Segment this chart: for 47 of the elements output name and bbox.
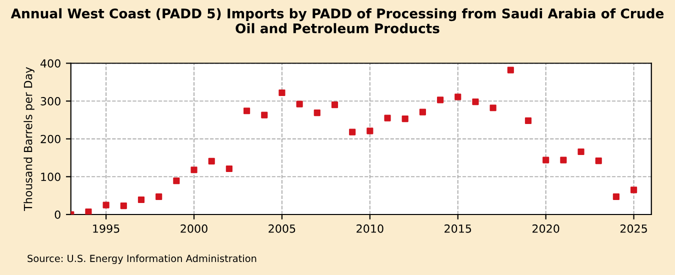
x-tick-label: 1995 [93, 224, 120, 233]
source-note: Source: U.S. Energy Information Administration [28, 254, 256, 264]
point [314, 109, 320, 116]
point [102, 202, 110, 208]
point [85, 208, 92, 214]
point [560, 156, 567, 164]
point [173, 178, 180, 184]
y-tick-label: 0 [54, 210, 60, 219]
chart-title: Annual West Coast (PADD 5) Imports by PADD of Processing from Saudi Arabia of Crude Oil and Petroleum Products [10, 8, 664, 34]
x-tick-label: 2000 [180, 224, 208, 233]
y-tick-label: 300 [40, 97, 60, 106]
y-tick-label: 100 [41, 172, 60, 182]
point [226, 165, 232, 172]
point [366, 128, 374, 134]
point [331, 102, 338, 108]
point [138, 196, 145, 204]
point [349, 128, 356, 136]
point [524, 117, 532, 124]
point [208, 158, 215, 164]
point [542, 156, 550, 164]
point [278, 89, 286, 96]
x-tick-label: 2025 [620, 224, 647, 233]
point [472, 98, 479, 106]
point [120, 202, 127, 210]
point [436, 96, 444, 104]
y-axis-title: Thousand Barrels per Day [24, 67, 34, 212]
x-tick-label: 2020 [532, 224, 560, 233]
point [490, 104, 496, 112]
point [261, 112, 268, 118]
point [190, 166, 198, 174]
point [402, 116, 408, 122]
point [384, 114, 391, 122]
point [296, 100, 303, 108]
y-tick-label: 400 [40, 59, 60, 68]
x-tick-label: 2015 [444, 224, 472, 233]
point [156, 193, 162, 200]
point [630, 186, 638, 194]
point [507, 66, 514, 74]
point [454, 94, 462, 100]
point [612, 193, 620, 200]
point [243, 108, 250, 114]
x-tick-label: 2010 [356, 224, 384, 233]
point [419, 108, 426, 116]
x-tick-label: 2005 [268, 224, 296, 233]
y-tick-label: 200 [40, 134, 60, 144]
point [595, 158, 602, 164]
point [578, 148, 584, 156]
